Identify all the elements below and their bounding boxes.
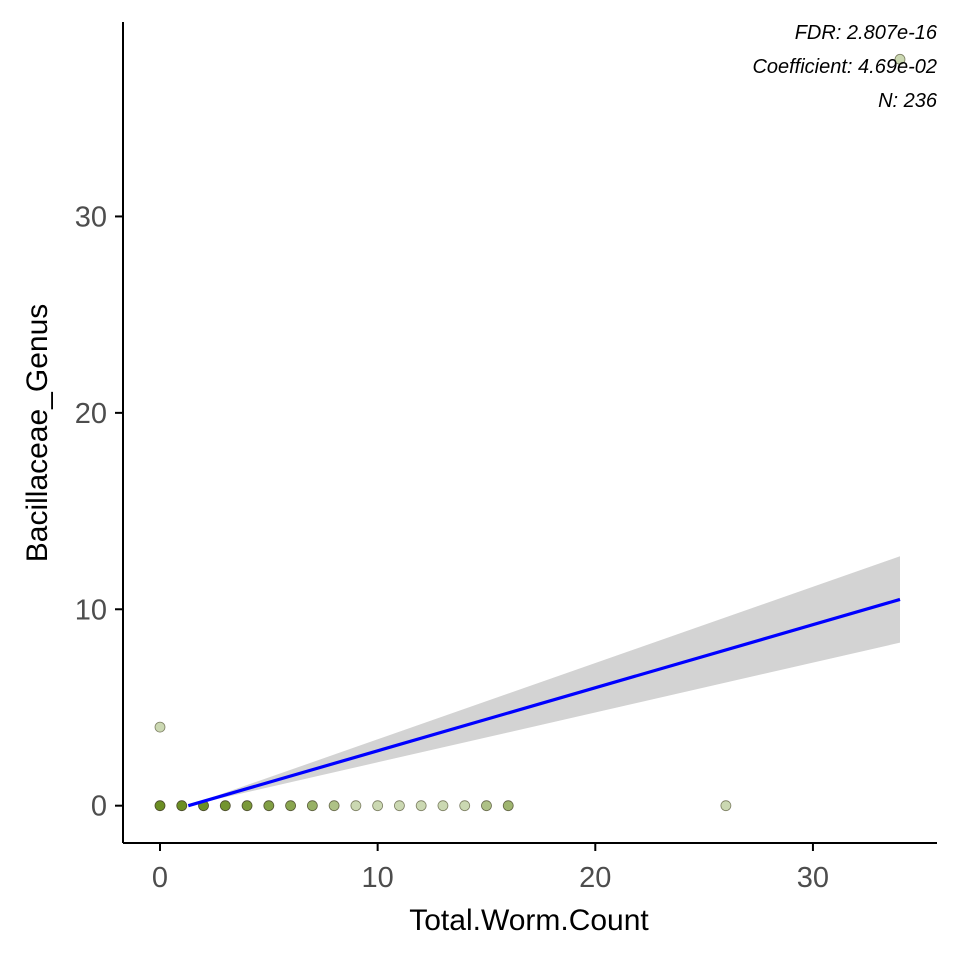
y-tick-label: 0	[91, 791, 107, 823]
data-point	[437, 800, 449, 812]
data-point	[720, 800, 732, 812]
data-point	[154, 721, 166, 733]
y-axis-title: Bacillaceae_Genus	[21, 304, 54, 563]
x-axis-title: Total.Worm.Count	[409, 904, 649, 937]
fit-line	[187, 597, 901, 808]
annotation-fdr: FDR: 2.807e-16	[795, 22, 938, 44]
annotation-coefficient: Coefficient: 4.69e-02	[752, 56, 937, 78]
axes-layer: 0 10 20 30 0 10 20 30	[75, 22, 937, 894]
confidence-band	[188, 556, 900, 806]
data-point	[415, 800, 427, 812]
data-point	[219, 800, 231, 812]
fit-line-layer	[187, 597, 901, 808]
x-tick-label: 20	[579, 862, 611, 894]
data-point	[306, 800, 318, 812]
x-tick-label: 0	[152, 862, 168, 894]
data-point	[263, 800, 275, 812]
data-point	[241, 800, 253, 812]
data-point	[481, 800, 492, 812]
confidence-band-layer	[188, 556, 900, 806]
y-tick-label: 30	[75, 201, 107, 233]
data-point	[394, 800, 405, 812]
data-point	[372, 800, 384, 812]
data-point	[894, 53, 906, 65]
data-point	[328, 800, 340, 812]
annotation-n: N: 236	[878, 90, 938, 112]
points-layer	[154, 53, 906, 812]
x-tick-label: 10	[362, 862, 394, 894]
data-point	[176, 800, 188, 812]
data-point	[459, 800, 471, 812]
data-point	[350, 800, 362, 812]
data-point	[154, 800, 166, 812]
data-point	[285, 800, 296, 812]
data-point	[502, 800, 514, 812]
y-tick-label: 10	[75, 594, 107, 626]
x-tick-label: 30	[797, 862, 829, 894]
y-tick-label: 20	[75, 398, 107, 430]
